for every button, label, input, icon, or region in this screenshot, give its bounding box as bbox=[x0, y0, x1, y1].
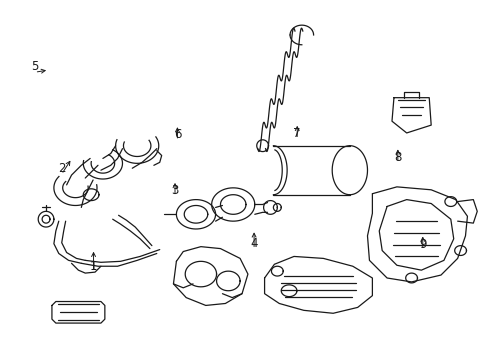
Text: 3: 3 bbox=[171, 184, 178, 197]
Text: 5: 5 bbox=[31, 60, 38, 73]
Text: 6: 6 bbox=[173, 129, 181, 141]
Text: 9: 9 bbox=[418, 238, 426, 251]
Text: 1: 1 bbox=[90, 260, 97, 273]
Text: 7: 7 bbox=[293, 127, 300, 140]
Text: 2: 2 bbox=[58, 162, 65, 175]
Text: 8: 8 bbox=[393, 150, 401, 163]
Text: 4: 4 bbox=[250, 237, 257, 250]
